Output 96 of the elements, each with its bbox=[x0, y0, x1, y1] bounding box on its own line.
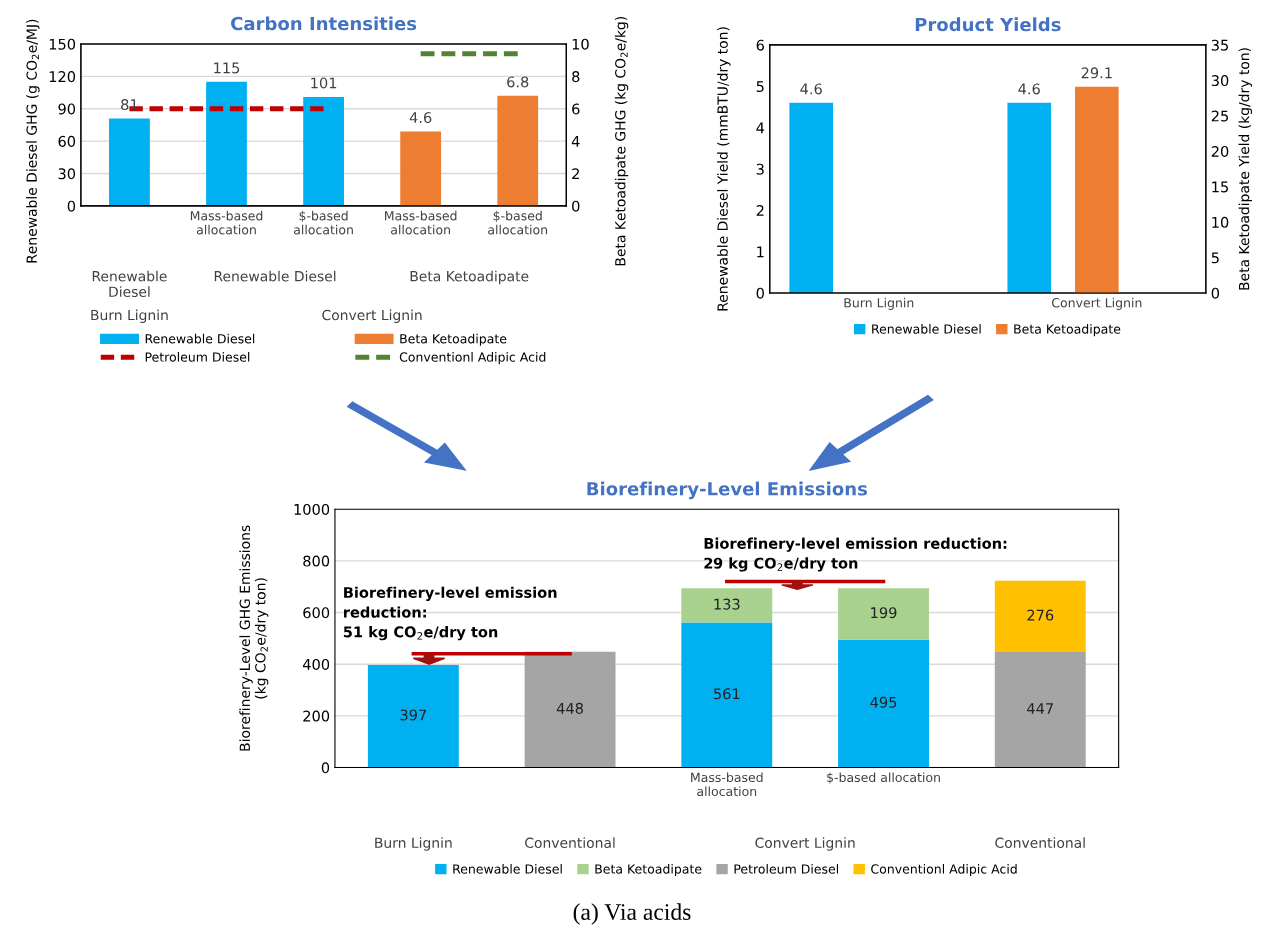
bar bbox=[994, 652, 1086, 768]
annotation: Biorefinery-level emission reduction: 29 kg CO$_{2}$e/dry ton bbox=[704, 537, 1007, 572]
legend-label: Conventionl Adipic Acid bbox=[871, 864, 1017, 877]
data-label: 4.6 bbox=[1018, 83, 1040, 95]
x-tick-label: Mass-based allocation bbox=[190, 210, 263, 235]
data-label: 397 bbox=[400, 709, 426, 721]
y2-tick-label: 10 bbox=[1212, 216, 1229, 228]
legend-label: Renewable Diesel bbox=[145, 333, 255, 344]
y2-tick-label: 0 bbox=[572, 200, 580, 212]
y-tick-label: 1000 bbox=[294, 503, 330, 515]
data-label: 199 bbox=[871, 607, 897, 619]
y-tick-label: 120 bbox=[49, 71, 76, 83]
y-tick-label: 400 bbox=[302, 658, 330, 670]
bar bbox=[206, 81, 247, 206]
text: Burn Lignin bbox=[91, 309, 168, 323]
y2-axis-title: Beta Ketoadipate Yield (kg/dry ton) bbox=[1238, 48, 1252, 290]
text: (a) Via acids bbox=[573, 903, 691, 925]
y2-tick-label: 35 bbox=[1211, 39, 1228, 51]
legend-label: Renewable Diesel bbox=[453, 864, 562, 874]
y-tick-label: 150 bbox=[49, 38, 76, 50]
legend-label: Conventionl Adipic Acid bbox=[399, 352, 546, 365]
legend-label: Beta Ketoadipate bbox=[400, 333, 507, 346]
y-axis-title: Biorefinery-Level GHG Emissions (kg CO$_{2}$e/dry ton) bbox=[239, 525, 269, 751]
x-tick-label: $-based allocation bbox=[827, 772, 940, 784]
legend-label: Petroleum Diesel bbox=[145, 352, 250, 362]
y-tick-label: 5 bbox=[756, 81, 764, 93]
y2-tick-label: 6 bbox=[572, 103, 580, 115]
y2-tick-label: 25 bbox=[1211, 110, 1228, 122]
text: Burn Lignin bbox=[375, 837, 452, 851]
bar bbox=[681, 622, 773, 768]
data-label: 276 bbox=[1027, 609, 1054, 621]
data-label: 561 bbox=[714, 688, 740, 700]
text: Renewable Diesel bbox=[92, 270, 167, 297]
y-tick-label: 30 bbox=[58, 168, 76, 180]
data-label: 4.6 bbox=[800, 83, 822, 95]
bar bbox=[681, 588, 773, 623]
bar bbox=[994, 580, 1086, 653]
bar bbox=[303, 96, 344, 206]
data-label: 115 bbox=[214, 62, 240, 74]
data-label: 447 bbox=[1027, 703, 1053, 714]
y-tick-label: 90 bbox=[58, 103, 76, 115]
y2-tick-label: 8 bbox=[572, 71, 580, 83]
y2-tick-label: 2 bbox=[572, 168, 579, 180]
y2-axis-title: Beta Ketoadipate GHG (kg CO$_{2}$e/kg) bbox=[614, 16, 629, 266]
x-tick-label: $-based allocation bbox=[488, 210, 548, 235]
text: Conventional bbox=[525, 837, 615, 849]
data-label: 448 bbox=[556, 702, 583, 714]
chart-title: Carbon Intensities bbox=[231, 16, 417, 31]
bar bbox=[109, 118, 150, 206]
y-tick-label: 0 bbox=[67, 200, 76, 212]
y-tick-label: 600 bbox=[303, 607, 330, 619]
text: Conventional bbox=[995, 837, 1085, 849]
data-label: 6.8 bbox=[507, 76, 529, 88]
y-tick-label: 3 bbox=[756, 163, 764, 175]
data-label: 29.1 bbox=[1081, 67, 1112, 79]
y-tick-label: 2 bbox=[756, 205, 764, 216]
chart-title: Product Yields bbox=[915, 17, 1061, 32]
text: Renewable Diesel bbox=[214, 270, 336, 282]
chart-title: Biorefinery-Level Emissions bbox=[587, 481, 867, 500]
y-tick-label: 800 bbox=[303, 555, 330, 567]
data-label: 133 bbox=[714, 598, 740, 610]
data-label: 81 bbox=[121, 99, 138, 111]
y-tick-label: 0 bbox=[321, 762, 330, 774]
y2-tick-label: 0 bbox=[1211, 287, 1220, 299]
y2-tick-label: 10 bbox=[572, 38, 589, 50]
y-tick-label: 4 bbox=[756, 122, 765, 134]
legend-label: Renewable Diesel bbox=[872, 324, 981, 334]
data-label: 101 bbox=[311, 77, 337, 89]
bar bbox=[524, 651, 616, 768]
y-tick-label: 6 bbox=[756, 39, 764, 51]
bar bbox=[367, 664, 459, 768]
annotation: Biorefinery-level emission reduction: 51 kg CO$_{2}$e/dry ton bbox=[343, 586, 557, 641]
data-label: 4.6 bbox=[409, 112, 432, 124]
y-axis-title: Renewable Diesel Yield (mmBTU/dry ton) bbox=[717, 27, 731, 311]
data-label: 495 bbox=[870, 696, 897, 708]
legend-label: Petroleum Diesel bbox=[734, 864, 839, 874]
x-tick-label: Mass-based allocation bbox=[385, 210, 457, 235]
x-tick-label: $-based allocation bbox=[293, 210, 353, 235]
y2-tick-label: 30 bbox=[1211, 75, 1229, 87]
y-tick-label: 0 bbox=[756, 287, 764, 299]
bar bbox=[838, 639, 929, 768]
y2-tick-label: 20 bbox=[1211, 145, 1229, 157]
legend-label: Beta Ketoadipate bbox=[595, 864, 702, 877]
x-tick-label: Mass-based allocation bbox=[691, 772, 763, 797]
y2-tick-label: 4 bbox=[571, 136, 580, 147]
y-tick-label: 60 bbox=[58, 135, 76, 147]
legend-label: Beta Ketoadipate bbox=[1014, 324, 1121, 337]
y-tick-label: 1 bbox=[757, 246, 764, 258]
text: Convert Lignin bbox=[755, 837, 855, 851]
y-axis-title: Renewable Diesel GHG (g CO$_{2}$e/MJ) bbox=[26, 19, 40, 263]
y2-tick-label: 15 bbox=[1212, 181, 1228, 193]
y-tick-label: 200 bbox=[303, 710, 330, 722]
text: Beta Ketoadipate bbox=[410, 270, 529, 285]
text: Convert Lignin bbox=[322, 309, 422, 323]
bar bbox=[838, 588, 929, 640]
y2-tick-label: 5 bbox=[1211, 252, 1219, 264]
